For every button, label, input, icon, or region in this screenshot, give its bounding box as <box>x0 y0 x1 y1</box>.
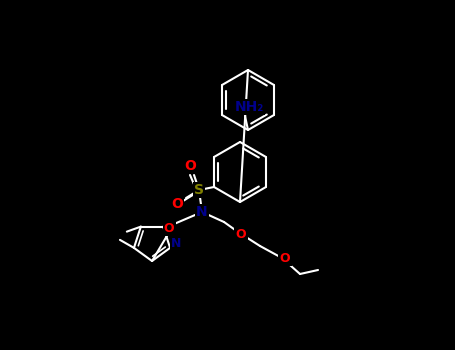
Text: N: N <box>171 237 181 250</box>
Text: O: O <box>171 197 183 211</box>
Text: N: N <box>196 205 208 219</box>
Text: O: O <box>280 252 290 265</box>
Text: O: O <box>236 228 246 240</box>
Text: NH₂: NH₂ <box>234 100 263 114</box>
Text: S: S <box>194 183 204 197</box>
Text: O: O <box>164 222 175 235</box>
Text: O: O <box>184 159 196 173</box>
